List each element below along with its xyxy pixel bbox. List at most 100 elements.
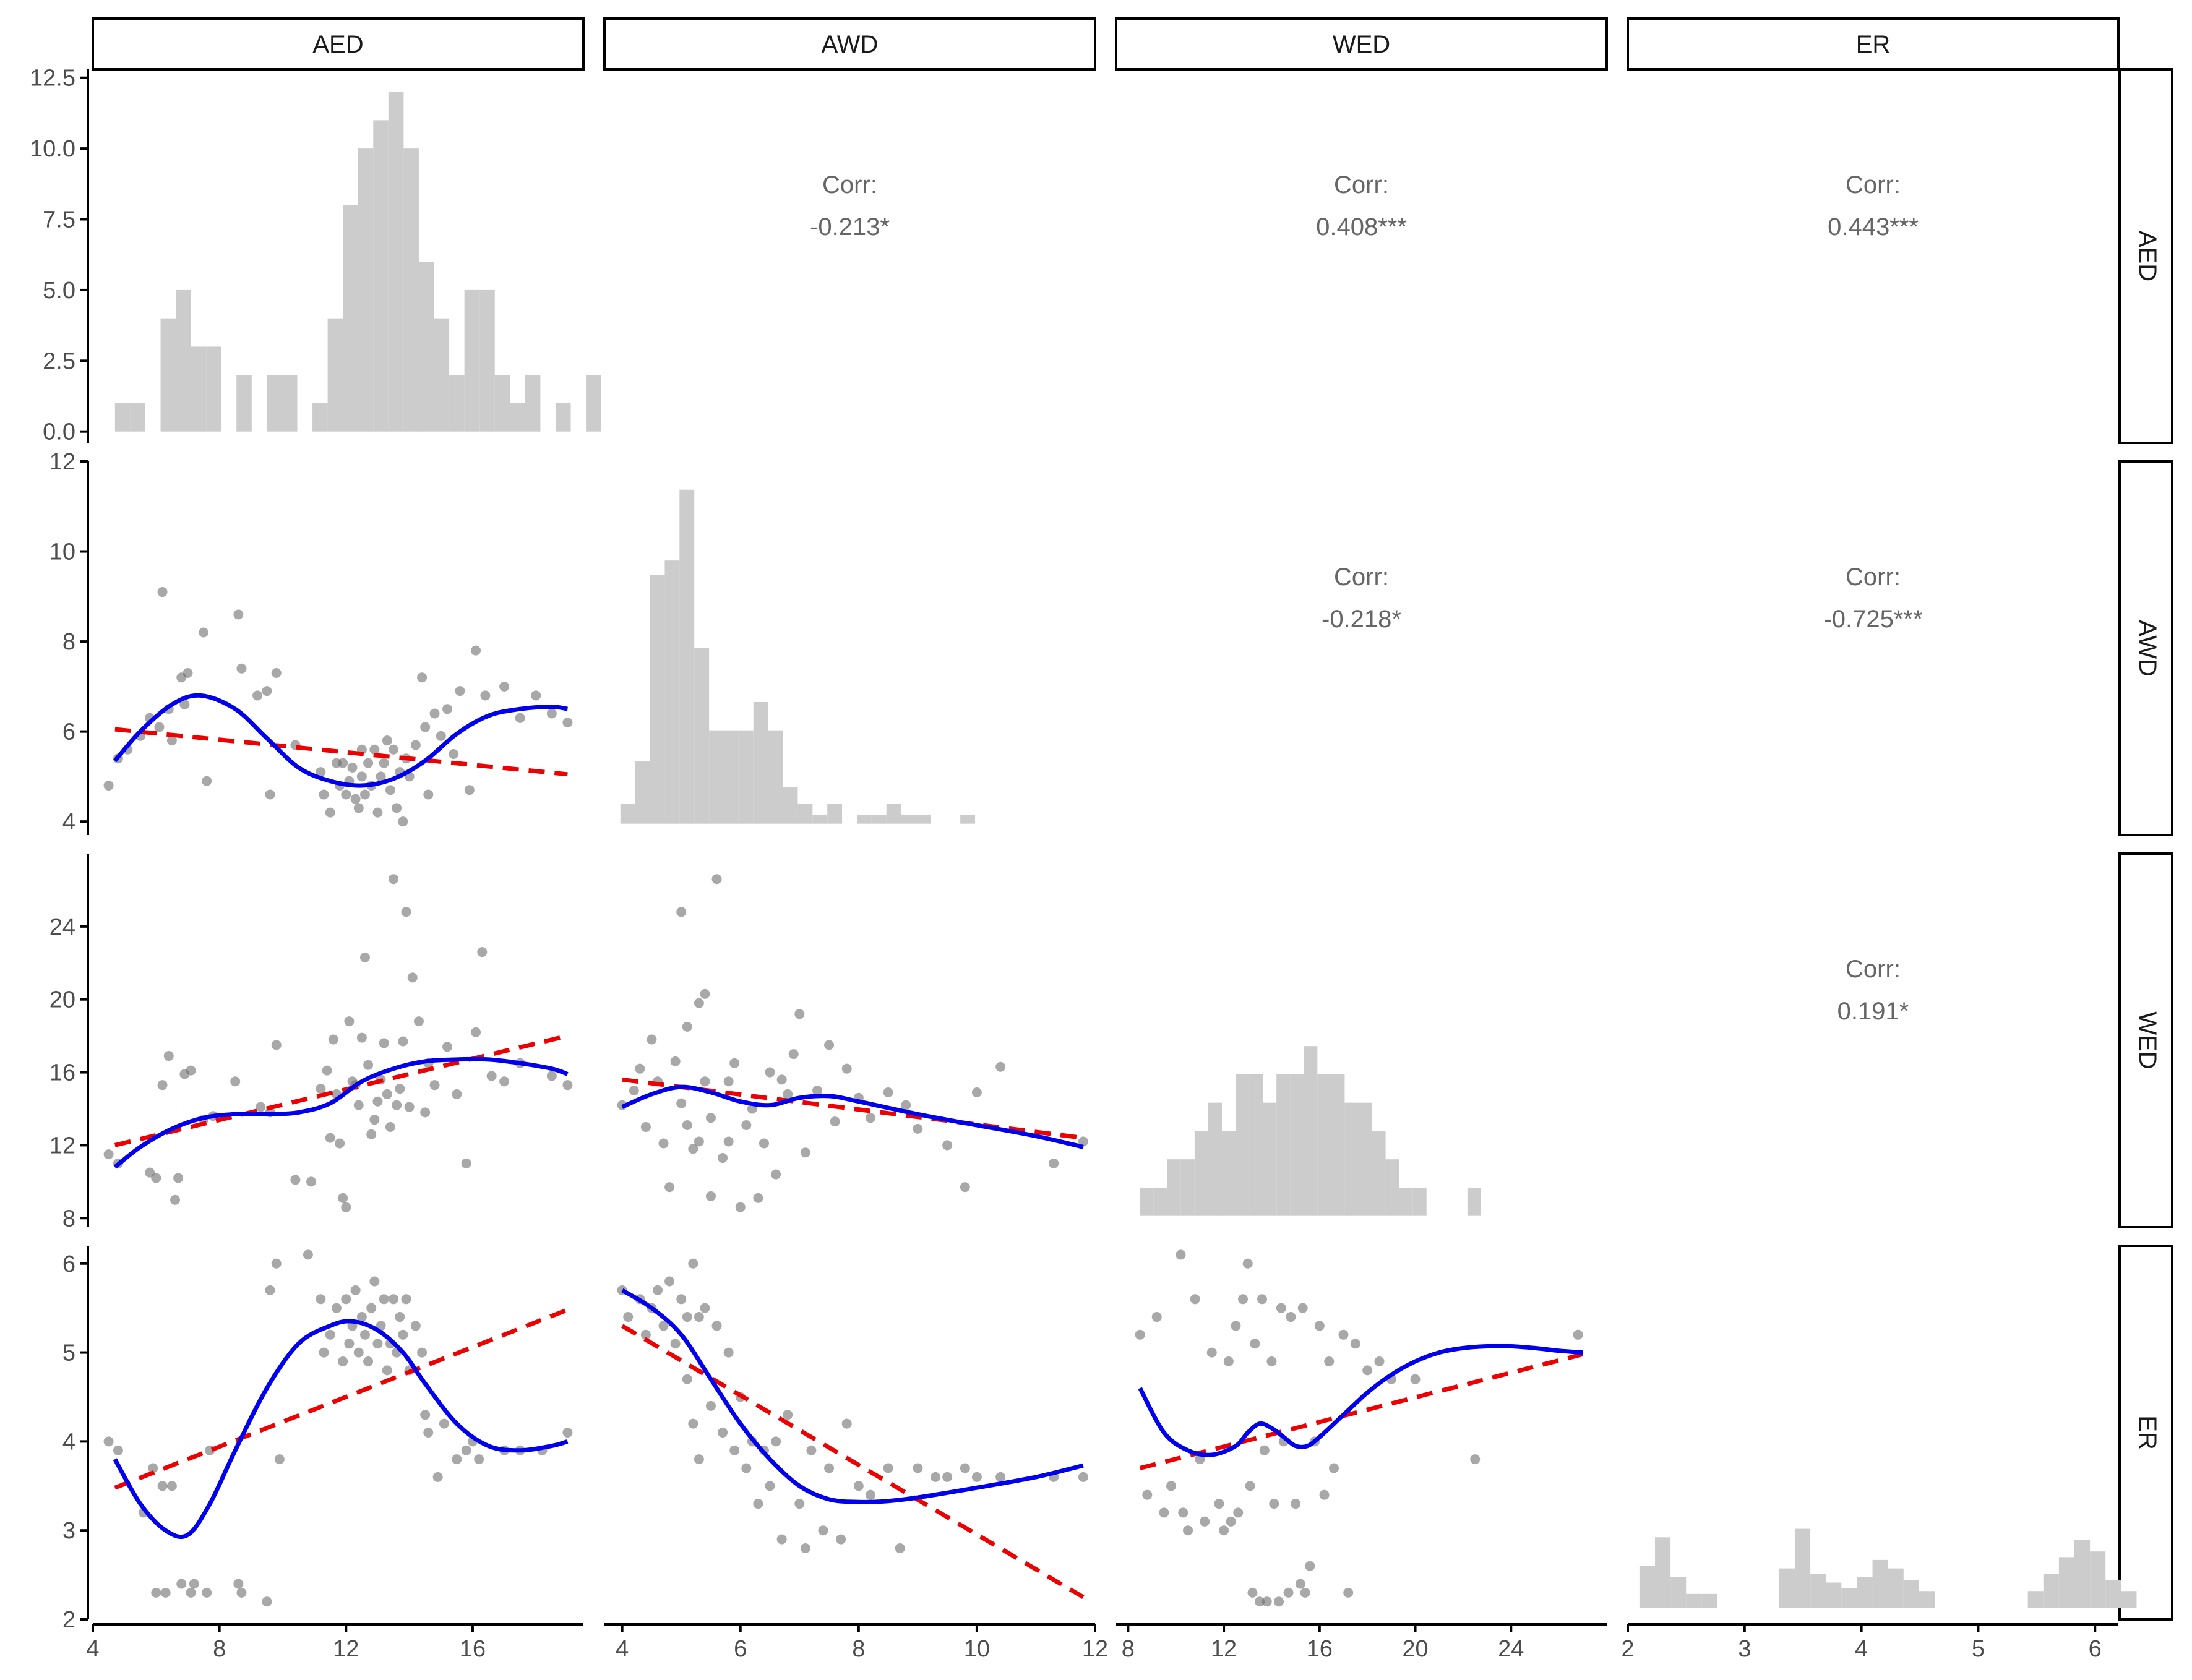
histogram-bar bbox=[479, 289, 495, 432]
scatter-point bbox=[841, 1418, 852, 1429]
scatter-point bbox=[316, 1294, 326, 1305]
histogram-bar bbox=[1888, 1568, 1904, 1608]
scatter-point bbox=[1206, 1347, 1217, 1358]
panel-wed-awd bbox=[617, 874, 1088, 1212]
histogram-bar bbox=[191, 346, 207, 432]
row-strip-box bbox=[2118, 852, 2173, 1228]
row-strip-aed: AED bbox=[2118, 68, 2173, 444]
histogram-bar bbox=[2043, 1574, 2059, 1608]
scatter-point bbox=[783, 1410, 793, 1420]
scatter-point bbox=[401, 907, 411, 917]
scatter-point bbox=[1049, 1158, 1059, 1168]
scatter-point bbox=[369, 1276, 380, 1287]
scatter-point bbox=[363, 758, 374, 768]
scatter-point bbox=[723, 1076, 734, 1087]
scatter-point bbox=[335, 1138, 345, 1149]
y-tick-label: 10.0 bbox=[30, 136, 75, 162]
scatter-point bbox=[372, 807, 383, 818]
histogram-bar bbox=[373, 120, 389, 432]
correlation-label: Corr: bbox=[1334, 564, 1389, 591]
histogram-bar bbox=[709, 730, 724, 824]
scatter-point bbox=[1374, 1356, 1385, 1366]
histogram-bar bbox=[555, 403, 571, 432]
scatter-point bbox=[429, 1080, 440, 1091]
histogram-bar bbox=[464, 289, 480, 432]
scatter-point bbox=[1329, 1463, 1339, 1473]
histogram-bar bbox=[434, 318, 450, 432]
scatter-point bbox=[971, 1087, 982, 1097]
scatter-point bbox=[103, 780, 114, 791]
scatter-point bbox=[471, 645, 481, 656]
scatter-point bbox=[1274, 1596, 1284, 1607]
scatter-point bbox=[328, 1034, 338, 1045]
scatter-point bbox=[173, 1173, 184, 1183]
y-tick-label: 12 bbox=[49, 1133, 75, 1159]
scatter-point bbox=[1250, 1339, 1260, 1349]
scatter-point bbox=[664, 1182, 675, 1193]
histogram-bar bbox=[327, 318, 343, 432]
histogram-bar bbox=[960, 815, 976, 824]
x-tick-label: 8 bbox=[1122, 1636, 1135, 1662]
histogram-bar bbox=[494, 375, 510, 432]
histogram-bar bbox=[282, 375, 298, 432]
scatter-point bbox=[824, 1040, 835, 1050]
row-strip-label: AWD bbox=[2134, 620, 2161, 677]
scatter-point bbox=[429, 708, 440, 719]
scatter-point bbox=[290, 1175, 301, 1185]
scatter-point bbox=[1470, 1454, 1481, 1465]
scatter-point bbox=[113, 1445, 123, 1455]
scatter-point bbox=[350, 1285, 361, 1295]
histogram-bar bbox=[2121, 1591, 2137, 1608]
x-axis-wed: 8 12 16 20 24 bbox=[1116, 1623, 1607, 1662]
scatter-point bbox=[410, 1321, 421, 1331]
scatter-point bbox=[1291, 1499, 1301, 1509]
panel-er-aed bbox=[103, 1249, 573, 1607]
histogram-bar bbox=[783, 787, 798, 824]
histogram-bar bbox=[130, 403, 145, 432]
scatter-point bbox=[413, 1016, 424, 1027]
histogram-bar bbox=[2105, 1579, 2121, 1608]
scatter-point bbox=[836, 1534, 846, 1545]
scatter-point bbox=[252, 690, 263, 701]
scatter-point bbox=[379, 1038, 389, 1048]
linear-fit-line bbox=[114, 1308, 569, 1490]
scatter-point bbox=[830, 1116, 840, 1127]
histogram-bar bbox=[312, 403, 328, 432]
row-strip-wed: WED bbox=[2118, 852, 2173, 1228]
scatter-point bbox=[230, 1076, 241, 1087]
scatter-point bbox=[186, 1065, 196, 1076]
scatter-point bbox=[382, 1365, 392, 1376]
histogram-bar bbox=[2058, 1557, 2075, 1608]
scatter-point bbox=[385, 1121, 395, 1132]
scatter-point bbox=[455, 686, 465, 696]
histogram-bar bbox=[1208, 1102, 1222, 1216]
scatter-point bbox=[841, 1063, 852, 1074]
histogram-bar bbox=[1167, 1159, 1181, 1216]
correlation-label: Corr: bbox=[1846, 956, 1901, 983]
scatter-point bbox=[274, 1454, 285, 1465]
histogram-bar bbox=[738, 730, 754, 824]
column-strip-box bbox=[1627, 17, 2120, 71]
scatter-point bbox=[404, 1102, 415, 1112]
scatter-point bbox=[694, 1454, 704, 1465]
scatter-point bbox=[705, 1191, 716, 1201]
linear-fit-line bbox=[114, 1034, 569, 1147]
scatter-point bbox=[401, 1294, 411, 1305]
scatter-point bbox=[971, 1472, 982, 1482]
scatter-point bbox=[865, 1489, 875, 1500]
scatter-point bbox=[1219, 1525, 1229, 1536]
scatter-point bbox=[420, 1410, 431, 1420]
scatter-point bbox=[369, 1115, 380, 1125]
scatter-point bbox=[262, 686, 272, 696]
column-strip-label: WED bbox=[1333, 31, 1390, 58]
scatter-point bbox=[562, 1428, 573, 1438]
histogram-bar bbox=[388, 92, 404, 432]
histogram-bar bbox=[1358, 1102, 1372, 1216]
scatter-point bbox=[1190, 1294, 1200, 1305]
correlation-value: 0.191* bbox=[1837, 998, 1909, 1025]
panel-er-awd bbox=[617, 1258, 1088, 1600]
scatter-point bbox=[103, 1436, 114, 1447]
row-strip-awd: AWD bbox=[2118, 460, 2173, 836]
histogram-bar bbox=[1263, 1102, 1277, 1216]
scatter-point bbox=[1266, 1356, 1277, 1366]
